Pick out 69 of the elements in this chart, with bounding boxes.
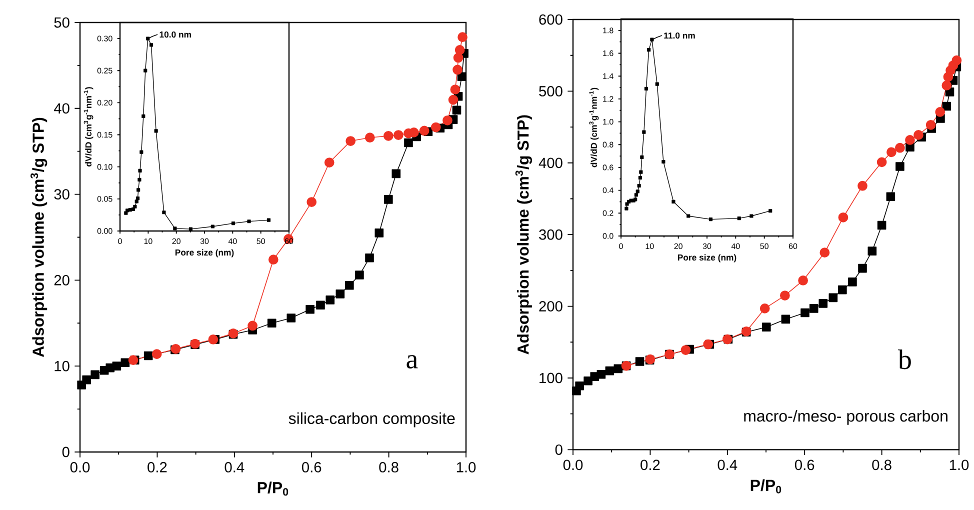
y-tick-label: 0.0 <box>602 233 614 239</box>
x-axis-title: P/P$_{0}$ <box>258 482 288 496</box>
x-tick-label: 30 <box>702 243 712 250</box>
annotation: 10.0 nm <box>160 31 191 38</box>
x-tick-label: 0.2 <box>148 462 167 472</box>
y-tick-label: 30 <box>54 189 70 200</box>
y-tick-label: 10 <box>54 360 70 372</box>
y-tick-label: 100 <box>540 372 562 384</box>
x-tick-label: 0.2 <box>640 460 660 470</box>
y-axis-title: Adsorption volume (cm$^{3}$/g STP) <box>30 118 48 358</box>
y-tick-label: 500 <box>539 86 562 96</box>
x-tick-label: 0.4 <box>224 462 244 472</box>
y-tick-label: 400 <box>538 158 562 168</box>
y-tick-label: 0.6 <box>602 164 614 170</box>
y-tick-label: 0.2 <box>602 210 614 216</box>
y-axis-title: dV/dD (cm$^{3}$g$^{-1}$nm$^{-1}$) <box>589 88 599 168</box>
x-tick-label: 0 <box>619 243 623 250</box>
x-tick-label: 0.6 <box>794 460 814 470</box>
annotation: 11.0 nm <box>664 32 695 39</box>
x-tick-label: 30 <box>200 238 209 244</box>
x-tick-label: 10 <box>144 238 152 244</box>
annotation: silica-carbon composite <box>288 412 455 428</box>
y-tick-label: 0.30 <box>97 36 112 42</box>
y-tick-label: 0.15 <box>97 132 112 138</box>
y-tick-label: 600 <box>539 14 562 25</box>
y-tick-label: 0 <box>62 446 70 458</box>
y-tick-label: 1.8 <box>603 28 614 34</box>
y-tick-label: 1.6 <box>603 50 614 56</box>
y-tick-label: 1.4 <box>603 73 614 79</box>
y-tick-label: 0.10 <box>97 164 112 170</box>
y-tick-label: 20 <box>54 275 70 286</box>
x-tick-label: 1.0 <box>950 460 969 470</box>
y-tick-label: 0.20 <box>97 100 112 106</box>
x-tick-label: 0.0 <box>70 462 90 472</box>
x-axis-title: Pore size (nm) <box>175 249 234 258</box>
x-axis-title: P/P$_{0}$ <box>750 479 782 494</box>
y-axis-title: dV/dD (cm$^{3}$g$^{-1}$nm$^{-1}$) <box>84 87 94 166</box>
x-tick-label: 0.6 <box>302 462 322 472</box>
y-tick-label: 300 <box>539 229 562 240</box>
x-tick-label: 0.4 <box>718 460 738 470</box>
x-tick-label: 20 <box>674 243 682 250</box>
x-tick-label: 20 <box>172 238 180 244</box>
x-tick-label: 60 <box>788 243 798 250</box>
x-tick-label: 40 <box>228 238 237 244</box>
y-tick-label: 1.2 <box>603 96 614 102</box>
x-tick-label: 0.8 <box>872 460 892 470</box>
y-tick-label: 1.0 <box>603 118 614 125</box>
y-tick-label: 0.8 <box>602 142 614 148</box>
annotation: macro-/meso- porous carbon <box>744 410 948 425</box>
y-tick-label: 200 <box>539 301 562 312</box>
y-tick-label: 0.05 <box>97 196 112 202</box>
y-axis-title: Adsorption volume (cm$^{3}$/g STP) <box>515 115 532 354</box>
y-tick-label: 0.25 <box>97 68 112 74</box>
x-tick-label: 40 <box>731 243 740 250</box>
y-tick-label: 0.00 <box>97 228 112 234</box>
x-tick-label: 1.0 <box>456 462 476 472</box>
x-tick-label: 0.8 <box>379 462 398 472</box>
x-tick-label: 10 <box>646 243 654 250</box>
x-tick-label: 50 <box>760 243 768 250</box>
y-tick-label: 0.4 <box>602 187 614 194</box>
y-tick-label: 40 <box>54 103 70 114</box>
x-tick-label: 0 <box>118 238 122 244</box>
y-tick-label: 50 <box>54 17 70 28</box>
x-tick-label: 50 <box>256 238 265 244</box>
y-tick-label: 0 <box>555 444 562 455</box>
x-tick-label: 0.0 <box>563 460 583 470</box>
annotation: b <box>898 349 911 370</box>
x-axis-title: Pore size (nm) <box>678 254 736 262</box>
annotation: a <box>406 355 418 368</box>
